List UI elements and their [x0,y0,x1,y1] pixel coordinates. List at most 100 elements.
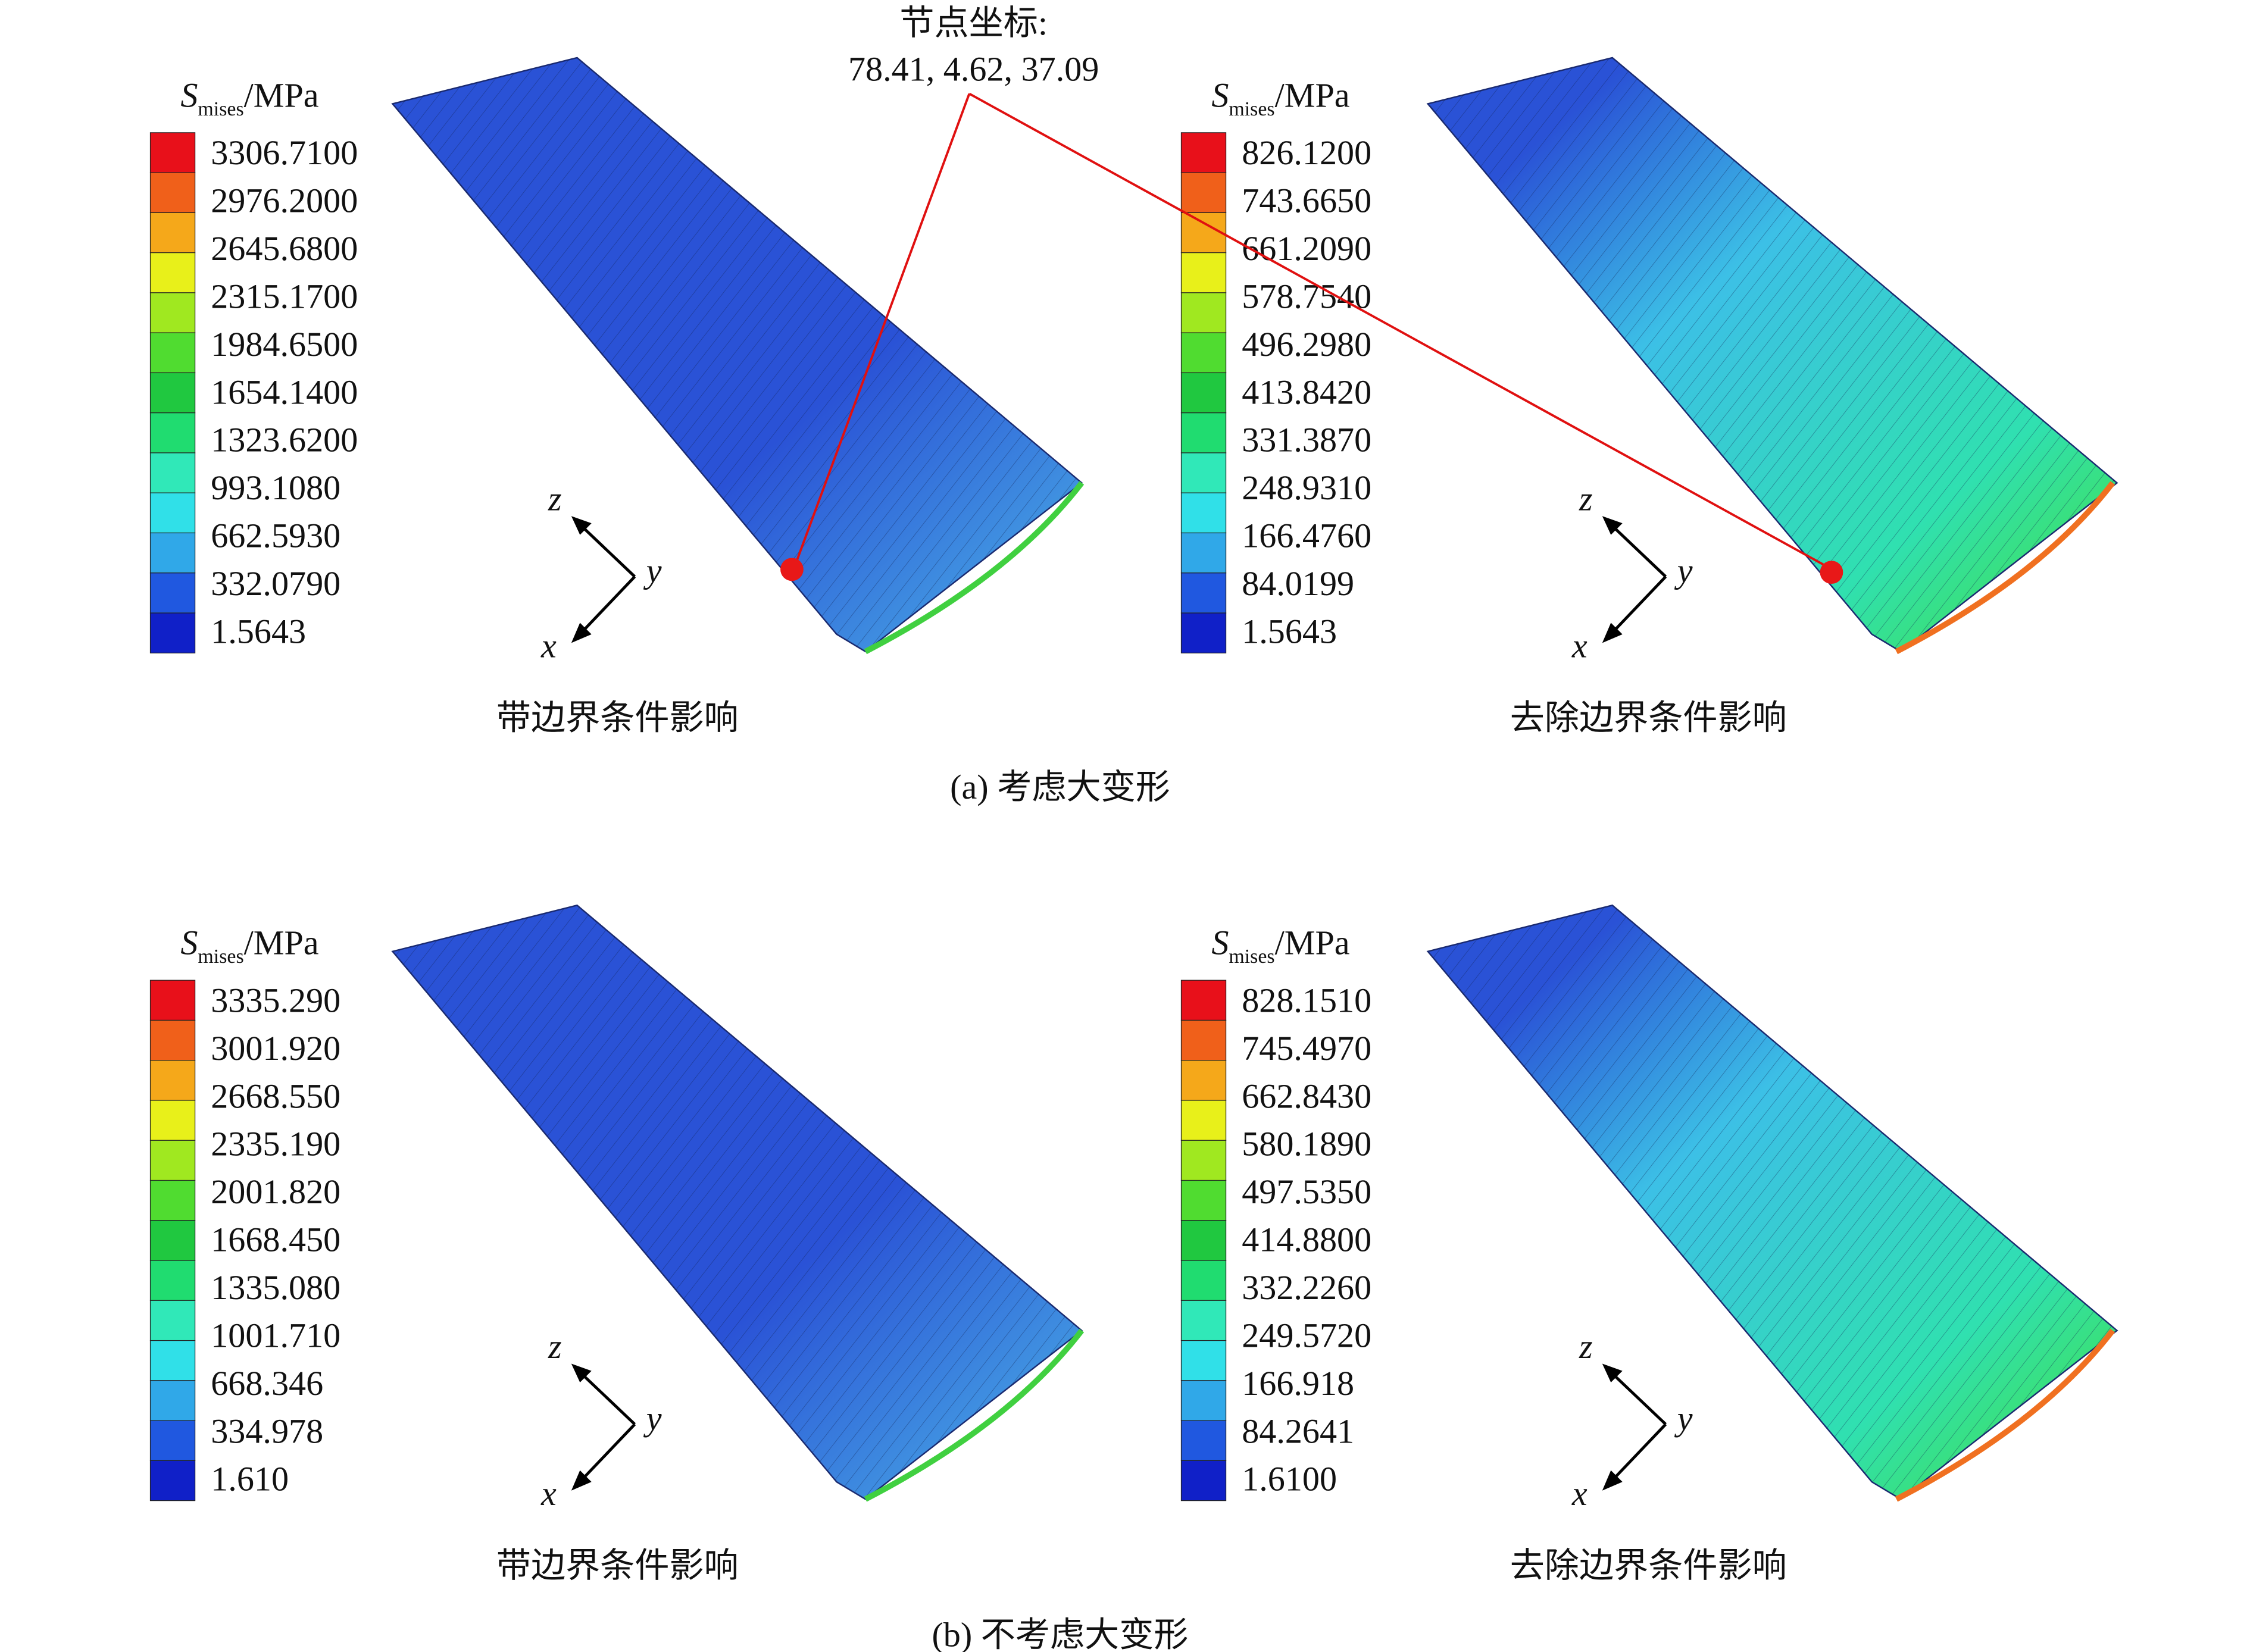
blade-mesh [392,905,1082,1500]
legend-label: 1654.1400 [211,373,358,411]
blade-edge [1895,1328,2115,1502]
legend-band [1180,332,1227,374]
legend-band [1180,1340,1227,1381]
legend-subscript: mises [198,946,243,968]
legend-band [149,1140,196,1181]
axis-label: y [643,552,662,590]
legend-band [1180,572,1227,614]
blade-mesh [1427,57,2117,652]
axis-label: z [548,1327,562,1366]
legend-subscript: mises [1229,946,1274,968]
legend-label: 662.8430 [1242,1077,1371,1115]
legend-label: 332.2260 [1242,1268,1371,1307]
legend-title: Smises/MPa [180,924,318,968]
legend-label: 334.978 [211,1412,323,1450]
legend-label: 332.0790 [211,564,340,603]
legend-label: 1984.6500 [211,325,358,364]
legend-band [1180,1260,1227,1301]
legend-title: Smises/MPa [1211,924,1349,968]
legend-title: Smises/MPa [1211,76,1349,120]
legend-band [149,372,196,414]
axis-label: z [548,480,562,518]
legend-subscript: mises [1229,98,1274,120]
legend-band [1180,372,1227,414]
legend-band [149,1179,196,1221]
legend-label: 84.2641 [1242,1412,1354,1450]
legend-band [149,1420,196,1461]
legend-band [149,252,196,293]
arrow-head [1602,622,1623,643]
legend-subscript: mises [198,98,243,120]
row-caption: (b) 不考虑大变形 [932,1615,1188,1652]
legend-label: 413.8420 [1242,373,1371,411]
axis-arrow [576,1368,636,1426]
legend-band [149,212,196,254]
legend-label: 84.0199 [1242,564,1354,603]
legend-band [149,332,196,374]
axis-label: x [1571,627,1588,665]
legend-label: 2001.820 [211,1172,340,1211]
legend-label: 668.346 [211,1364,323,1403]
legend-band [149,492,196,534]
legend-band [149,292,196,333]
legend-band [149,132,196,173]
legend-band [1180,1460,1227,1501]
legend-label: 1.610 [211,1460,289,1498]
legend-label: 1.6100 [1242,1460,1337,1498]
legend-label: 249.5720 [1242,1316,1371,1354]
legend-label: 993.1080 [211,468,340,507]
legend-band [149,1060,196,1101]
legend-band [1180,1179,1227,1221]
axis-label: y [1674,552,1693,590]
legend-label: 2315.1700 [211,277,358,315]
legend-band [149,172,196,213]
legend-band [1180,1220,1227,1261]
legend-band [149,1340,196,1381]
legend-band [149,412,196,453]
panel-caption: 去除边界条件影响 [1510,1546,1787,1585]
legend-label: 580.1890 [1242,1125,1371,1163]
legend-band [149,532,196,574]
node-marker [1820,561,1843,584]
legend-label: 3335.290 [211,981,340,1019]
legend-label: 166.918 [1242,1364,1354,1403]
legend-band [1180,412,1227,453]
legend-label: 414.8800 [1242,1221,1371,1259]
legend-band [1180,1300,1227,1341]
legend-band [149,572,196,614]
legend-label: 496.2980 [1242,325,1371,364]
annotation-coords: 78.41, 4.62, 37.09 [848,50,1099,89]
legend-unit: /MPa [1275,76,1350,114]
panel-caption: 带边界条件影响 [496,699,739,737]
legend-band [1180,532,1227,574]
legend-band [149,1300,196,1341]
legend-band [149,1100,196,1141]
legend-label: 3001.920 [211,1029,340,1068]
callout-line [795,93,971,563]
legend-label: 743.6650 [1242,182,1371,220]
legend-band [1180,612,1227,653]
legend-label: 1.5643 [211,612,306,650]
legend-unit: /MPa [244,924,319,962]
arrow-head [1602,1363,1623,1383]
legend-symbol: S [1211,924,1229,962]
legend-label: 745.4970 [1242,1029,1371,1068]
legend-label: 1.5643 [1242,612,1337,650]
arrow-head [571,516,592,535]
arrow-head [571,1470,592,1491]
legend-symbol: S [180,76,198,114]
legend-band [1180,492,1227,534]
axis-arrow [576,521,636,578]
legend-band [1180,452,1227,493]
legend-band [1180,132,1227,173]
blade-mesh [1427,905,2117,1500]
axis-label: y [643,1399,662,1438]
legend-unit: /MPa [1275,924,1350,962]
legend-band [149,1260,196,1301]
axis-arrow [1607,521,1667,578]
legend-band [149,452,196,493]
legend-symbol: S [1211,76,1229,114]
axis-label: x [1571,1474,1588,1513]
legend-band [1180,172,1227,213]
